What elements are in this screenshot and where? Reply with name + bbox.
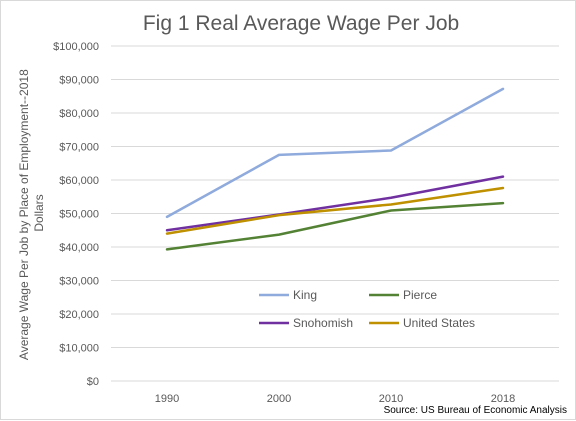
y-tick-label: $80,000 — [59, 108, 99, 120]
legend-label-united-states: United States — [403, 316, 475, 330]
series-line-snohomish — [165, 175, 505, 232]
y-tick-label: $10,000 — [59, 343, 99, 355]
y-axis-label: Average Wage Per Job by Place of Employm… — [17, 66, 46, 360]
y-axis-label-line2: Dollars — [32, 194, 46, 231]
y-tick-label: $40,000 — [59, 242, 99, 254]
x-tick-label: 2000 — [267, 393, 291, 405]
legend-label-pierce: Pierce — [403, 288, 437, 302]
chart-title: Fig 1 Real Average Wage Per Job — [143, 12, 459, 35]
y-tick-label: $20,000 — [59, 309, 99, 321]
x-tick-label: 2018 — [491, 393, 515, 405]
y-axis-ticks: $0 $10,000 $20,000 $30,000 $40,000 $50,000 $60… — [53, 41, 99, 388]
legend: King Pierce Snohomish United States — [259, 288, 475, 330]
y-tick-label: $50,000 — [59, 209, 99, 221]
y-tick-label: $0 — [87, 376, 99, 388]
legend-label-snohomish: Snohomish — [293, 316, 353, 330]
x-tick-label: 1990 — [155, 393, 179, 405]
y-tick-label: $30,000 — [59, 276, 99, 288]
y-tick-label: $90,000 — [59, 75, 99, 87]
y-tick-label: $70,000 — [59, 142, 99, 154]
series-lines — [165, 87, 505, 251]
x-axis-ticks: 1990 2000 2010 2018 — [155, 393, 515, 405]
series-line-king — [165, 87, 505, 219]
source-note: Source: US Bureau of Economic Analysis — [384, 405, 567, 416]
y-tick-label: $100,000 — [53, 41, 99, 53]
y-tick-label: $60,000 — [59, 175, 99, 187]
x-tick-label: 2010 — [379, 393, 403, 405]
series-line-pierce — [165, 201, 505, 251]
y-axis-label-line1: Average Wage Per Job by Place of Employm… — [17, 69, 31, 360]
gridlines — [111, 45, 559, 382]
legend-label-king: King — [293, 288, 317, 302]
series-line-united-states — [165, 186, 505, 235]
